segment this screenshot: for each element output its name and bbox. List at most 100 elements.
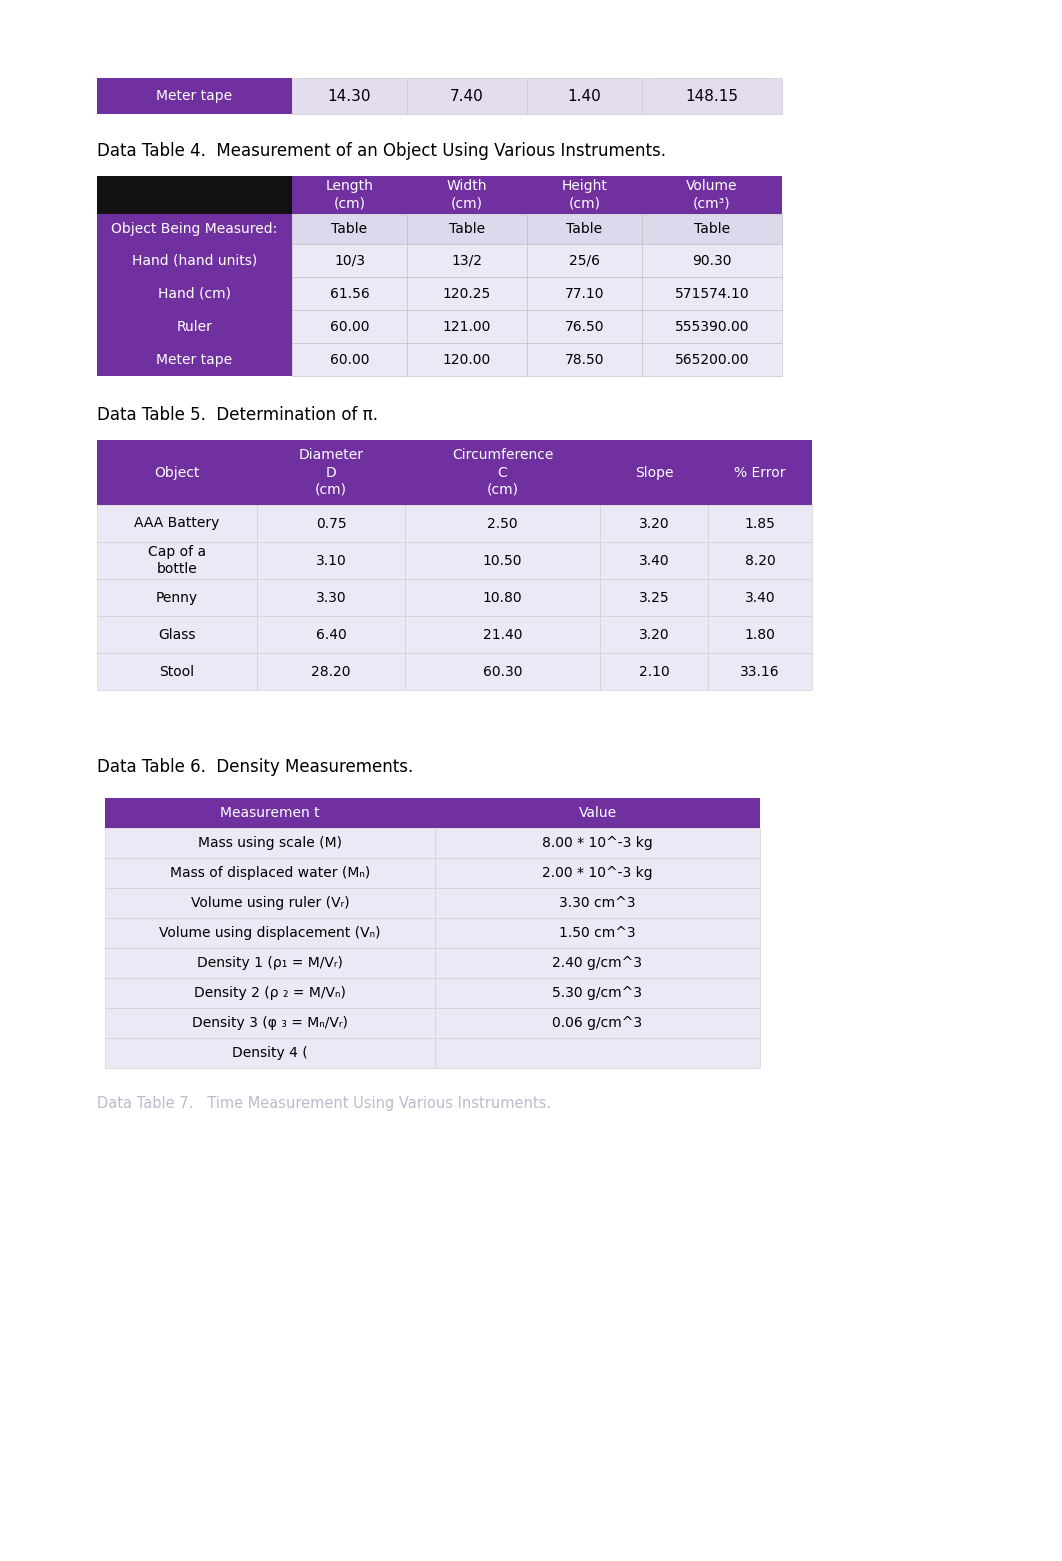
Text: Table: Table — [566, 222, 602, 236]
Text: % Error: % Error — [734, 465, 786, 479]
Bar — [97, 617, 257, 652]
Text: Penny: Penny — [156, 590, 198, 604]
Bar — [105, 1008, 435, 1038]
Text: 25/6: 25/6 — [569, 253, 600, 267]
Text: 148.15: 148.15 — [685, 89, 738, 103]
Bar — [643, 276, 782, 311]
Text: Height
(cm): Height (cm) — [562, 180, 607, 211]
Text: Density 1 (ρ₁ = M/Vᵣ): Density 1 (ρ₁ = M/Vᵣ) — [198, 955, 343, 969]
Bar — [643, 311, 782, 343]
Bar — [527, 343, 643, 376]
Text: Data Table 6.  Density Measurements.: Data Table 6. Density Measurements. — [97, 759, 413, 776]
Bar — [97, 652, 257, 690]
Bar — [600, 506, 708, 542]
Text: 7.40: 7.40 — [450, 89, 484, 103]
Text: Volume
(cm³): Volume (cm³) — [686, 180, 738, 211]
Bar — [97, 214, 292, 244]
Bar — [407, 311, 527, 343]
Text: 565200.00: 565200.00 — [674, 353, 750, 367]
Bar — [435, 1008, 760, 1038]
Bar — [97, 506, 257, 542]
Bar — [105, 859, 435, 888]
Bar — [292, 214, 407, 244]
Bar — [435, 888, 760, 918]
Text: Stool: Stool — [159, 665, 194, 679]
Text: Object Being Measured:: Object Being Measured: — [112, 222, 277, 236]
Bar — [405, 652, 600, 690]
Text: Data Table 4.  Measurement of an Object Using Various Instruments.: Data Table 4. Measurement of an Object U… — [97, 142, 666, 159]
Text: Value: Value — [579, 805, 617, 820]
Bar — [97, 440, 257, 506]
Text: 13/2: 13/2 — [451, 253, 482, 267]
Text: 2.50: 2.50 — [487, 517, 518, 531]
Text: 10.80: 10.80 — [483, 590, 523, 604]
Text: Diameter
D
(cm): Diameter D (cm) — [298, 448, 363, 496]
Bar — [708, 506, 812, 542]
Text: Slope: Slope — [635, 465, 673, 479]
Bar — [105, 1038, 435, 1068]
Bar — [97, 579, 257, 617]
Bar — [527, 78, 643, 114]
Bar — [405, 542, 600, 579]
Text: 3.40: 3.40 — [638, 554, 669, 568]
Bar — [97, 343, 292, 376]
Bar — [292, 244, 407, 276]
Text: Table: Table — [331, 222, 367, 236]
Bar — [600, 542, 708, 579]
Bar — [435, 859, 760, 888]
Text: Density 2 (ρ ₂ = M/Vₙ): Density 2 (ρ ₂ = M/Vₙ) — [194, 987, 346, 1001]
Bar — [105, 888, 435, 918]
Bar — [292, 311, 407, 343]
Bar — [405, 617, 600, 652]
Bar — [708, 579, 812, 617]
Text: Hand (hand units): Hand (hand units) — [132, 253, 257, 267]
Text: 8.20: 8.20 — [744, 554, 775, 568]
Text: 3.30 cm^3: 3.30 cm^3 — [560, 896, 636, 910]
Bar — [708, 652, 812, 690]
Bar — [97, 176, 292, 244]
Bar — [407, 343, 527, 376]
Text: 1.80: 1.80 — [744, 628, 775, 642]
Text: 3.30: 3.30 — [315, 590, 346, 604]
Text: 1.85: 1.85 — [744, 517, 775, 531]
Text: Length
(cm): Length (cm) — [326, 180, 374, 211]
Bar — [292, 276, 407, 311]
Text: Width
(cm): Width (cm) — [447, 180, 487, 211]
Bar — [643, 78, 782, 114]
Bar — [407, 214, 527, 244]
Text: Volume using displacement (Vₙ): Volume using displacement (Vₙ) — [159, 926, 381, 940]
Bar — [257, 652, 405, 690]
Text: Mass using scale (M): Mass using scale (M) — [198, 837, 342, 851]
Text: 10.50: 10.50 — [483, 554, 523, 568]
Text: 10/3: 10/3 — [335, 253, 365, 267]
Text: Cap of a
bottle: Cap of a bottle — [148, 545, 206, 576]
Text: 1.40: 1.40 — [567, 89, 601, 103]
Text: 3.25: 3.25 — [638, 590, 669, 604]
Bar — [97, 542, 257, 579]
Bar — [708, 542, 812, 579]
Text: 76.50: 76.50 — [565, 320, 604, 334]
Text: 14.30: 14.30 — [328, 89, 372, 103]
Bar — [405, 440, 600, 506]
Text: 28.20: 28.20 — [311, 665, 350, 679]
Text: 3.20: 3.20 — [638, 517, 669, 531]
Bar — [97, 311, 292, 343]
Bar — [643, 214, 782, 244]
Text: Measuremen t: Measuremen t — [220, 805, 320, 820]
Bar — [405, 579, 600, 617]
Bar — [600, 579, 708, 617]
Text: 3.40: 3.40 — [744, 590, 775, 604]
Text: 2.00 * 10^-3 kg: 2.00 * 10^-3 kg — [543, 866, 653, 880]
Bar — [105, 979, 435, 1008]
Bar — [643, 244, 782, 276]
Text: 60.00: 60.00 — [329, 320, 370, 334]
Bar — [292, 176, 407, 214]
Bar — [257, 617, 405, 652]
Text: Glass: Glass — [158, 628, 195, 642]
Bar — [600, 652, 708, 690]
Bar — [527, 276, 643, 311]
Text: 0.06 g/cm^3: 0.06 g/cm^3 — [552, 1016, 643, 1030]
Bar — [708, 440, 812, 506]
Text: AAA Battery: AAA Battery — [134, 517, 220, 531]
Bar — [435, 798, 760, 827]
